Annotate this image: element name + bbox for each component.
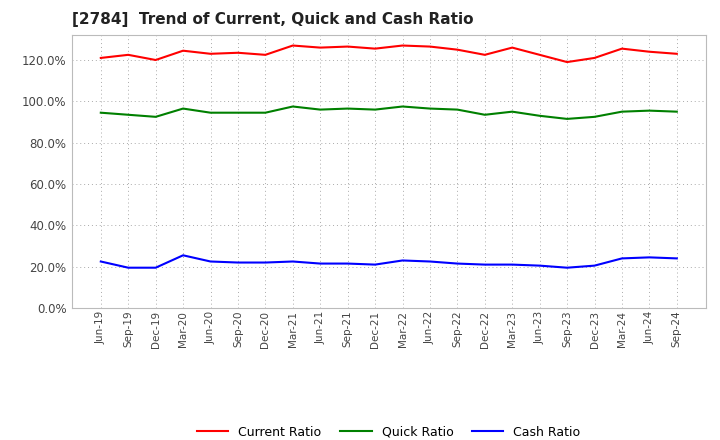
Current Ratio xyxy=(563,59,572,65)
Quick Ratio xyxy=(179,106,187,111)
Cash Ratio xyxy=(96,259,105,264)
Cash Ratio xyxy=(124,265,132,270)
Cash Ratio xyxy=(151,265,160,270)
Current Ratio xyxy=(124,52,132,58)
Cash Ratio xyxy=(206,259,215,264)
Cash Ratio xyxy=(672,256,681,261)
Current Ratio xyxy=(343,44,352,49)
Current Ratio xyxy=(453,47,462,52)
Cash Ratio xyxy=(480,262,489,267)
Line: Quick Ratio: Quick Ratio xyxy=(101,106,677,119)
Legend: Current Ratio, Quick Ratio, Cash Ratio: Current Ratio, Quick Ratio, Cash Ratio xyxy=(192,421,585,440)
Cash Ratio xyxy=(645,255,654,260)
Quick Ratio xyxy=(289,104,297,109)
Quick Ratio xyxy=(124,112,132,117)
Quick Ratio xyxy=(426,106,434,111)
Cash Ratio xyxy=(426,259,434,264)
Current Ratio xyxy=(151,57,160,62)
Quick Ratio xyxy=(398,104,407,109)
Cash Ratio xyxy=(590,263,599,268)
Quick Ratio xyxy=(563,116,572,121)
Current Ratio xyxy=(371,46,379,51)
Cash Ratio xyxy=(343,261,352,266)
Current Ratio xyxy=(233,50,242,55)
Quick Ratio xyxy=(480,112,489,117)
Cash Ratio xyxy=(508,262,516,267)
Quick Ratio xyxy=(645,108,654,113)
Current Ratio xyxy=(96,55,105,61)
Quick Ratio xyxy=(536,113,544,118)
Cash Ratio xyxy=(179,253,187,258)
Quick Ratio xyxy=(590,114,599,120)
Cash Ratio xyxy=(536,263,544,268)
Current Ratio xyxy=(289,43,297,48)
Current Ratio xyxy=(618,46,626,51)
Quick Ratio xyxy=(316,107,325,112)
Quick Ratio xyxy=(343,106,352,111)
Cash Ratio xyxy=(618,256,626,261)
Quick Ratio xyxy=(96,110,105,115)
Quick Ratio xyxy=(508,109,516,114)
Cash Ratio xyxy=(261,260,270,265)
Text: [2784]  Trend of Current, Quick and Cash Ratio: [2784] Trend of Current, Quick and Cash … xyxy=(72,12,474,27)
Current Ratio xyxy=(480,52,489,58)
Current Ratio xyxy=(206,51,215,56)
Quick Ratio xyxy=(618,109,626,114)
Line: Cash Ratio: Cash Ratio xyxy=(101,255,677,268)
Current Ratio xyxy=(426,44,434,49)
Current Ratio xyxy=(316,45,325,50)
Current Ratio xyxy=(590,55,599,61)
Current Ratio xyxy=(508,45,516,50)
Quick Ratio xyxy=(206,110,215,115)
Current Ratio xyxy=(645,49,654,55)
Quick Ratio xyxy=(261,110,270,115)
Quick Ratio xyxy=(672,109,681,114)
Current Ratio xyxy=(536,52,544,58)
Quick Ratio xyxy=(371,107,379,112)
Cash Ratio xyxy=(233,260,242,265)
Cash Ratio xyxy=(289,259,297,264)
Cash Ratio xyxy=(398,258,407,263)
Current Ratio xyxy=(398,43,407,48)
Quick Ratio xyxy=(151,114,160,120)
Cash Ratio xyxy=(453,261,462,266)
Cash Ratio xyxy=(371,262,379,267)
Current Ratio xyxy=(179,48,187,53)
Current Ratio xyxy=(261,52,270,58)
Cash Ratio xyxy=(316,261,325,266)
Current Ratio xyxy=(672,51,681,56)
Cash Ratio xyxy=(563,265,572,270)
Quick Ratio xyxy=(233,110,242,115)
Quick Ratio xyxy=(453,107,462,112)
Line: Current Ratio: Current Ratio xyxy=(101,45,677,62)
